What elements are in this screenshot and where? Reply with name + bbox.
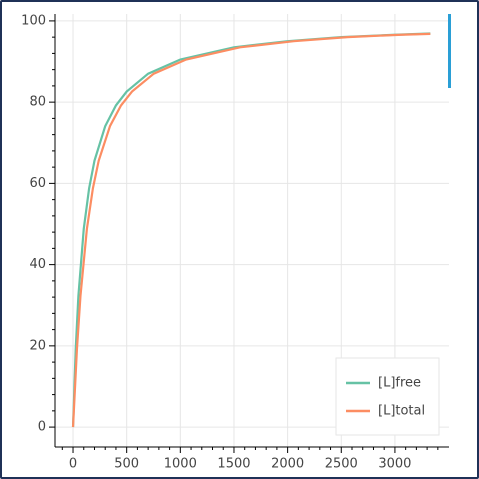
x-tick-label: 500 [114, 457, 139, 472]
series-line [71, 32, 431, 428]
x-tick-label: 1000 [164, 457, 197, 472]
x-tick-label: 1500 [217, 457, 250, 472]
toolbar-indicator [448, 14, 451, 88]
y-tick-label: 60 [29, 176, 46, 191]
x-tick-label: 3000 [378, 457, 411, 472]
y-tick-label: 80 [29, 95, 46, 110]
y-tick-label: 0 [38, 420, 46, 435]
legend-label: [L]free [378, 376, 421, 391]
x-tick-label: 2000 [271, 457, 304, 472]
legend-box [335, 357, 440, 436]
y-tick-label: 40 [29, 257, 46, 272]
x-tick-label: 2500 [325, 457, 358, 472]
y-tick-label: 100 [21, 13, 46, 28]
x-tick-label: 0 [69, 457, 77, 472]
legend-label: [L]total [378, 404, 425, 419]
y-tick-label: 20 [29, 338, 46, 353]
